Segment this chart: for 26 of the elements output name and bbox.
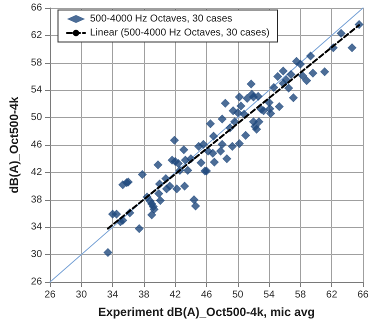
x-tick-label: 66 — [357, 290, 369, 300]
y-tick-label: 30 — [30, 249, 42, 260]
y-tick-label: 34 — [30, 222, 42, 233]
y-tick-label: 54 — [30, 84, 42, 96]
y-tick-label: 62 — [30, 30, 42, 41]
y-tick-label: 58 — [30, 57, 42, 68]
x-tick-label: 54 — [264, 290, 276, 300]
y-tick-label: 50 — [30, 112, 42, 124]
y-tick-label: 38 — [30, 194, 42, 206]
y-tick-label: 46 — [30, 140, 42, 150]
y-tick-label: 66 — [30, 2, 42, 14]
legend-label: Linear (500-4000 Hz Octaves, 30 cases) — [90, 28, 270, 38]
x-tick-label: 42 — [170, 290, 182, 300]
x-tick-label: 46 — [200, 290, 213, 300]
x-tick-label: 38 — [138, 290, 150, 300]
x-tick-label: 62 — [326, 290, 338, 300]
x-tick-label: 30 — [76, 290, 88, 300]
x-tick-label: 26 — [44, 290, 56, 300]
x-tick-label: 34 — [107, 290, 119, 300]
y-axis-title: dB(A)_Oct500-4k — [7, 96, 21, 194]
legend-label: 500-4000 Hz Octaves, 30 cases — [90, 14, 232, 24]
x-tick-label: 58 — [294, 290, 306, 300]
x-tick-label: 50 — [232, 290, 244, 300]
y-tick-label: 26 — [30, 276, 42, 288]
x-axis-title: Experiment dB(A)_Oct500-4k, mic avg — [98, 305, 315, 319]
y-tick-label: 42 — [30, 166, 42, 178]
